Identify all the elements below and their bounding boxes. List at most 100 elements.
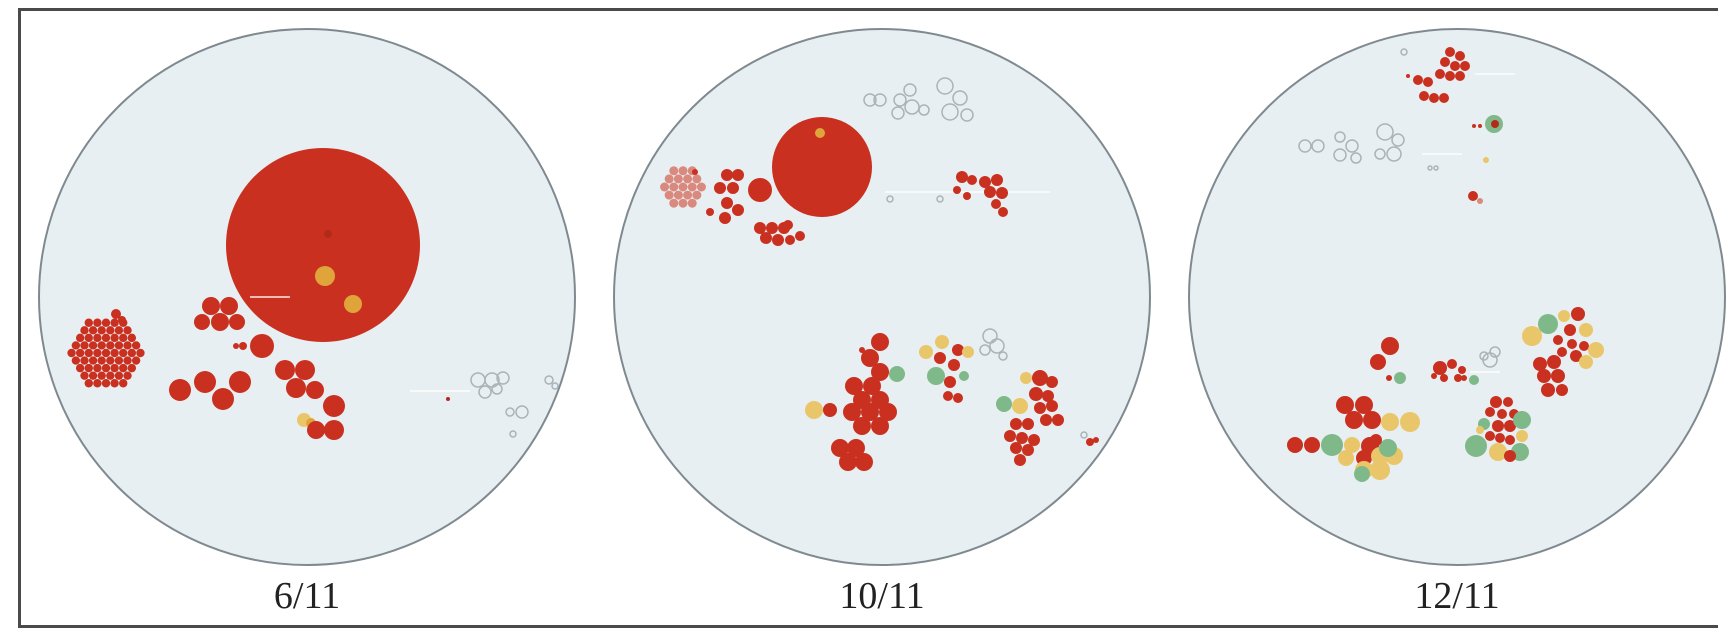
hex-node-bubble (123, 341, 132, 350)
node-bubble (903, 83, 917, 97)
node-bubble (194, 371, 216, 393)
node-bubble (936, 195, 944, 203)
node-bubble (194, 314, 210, 330)
hex-node-bubble (664, 174, 674, 184)
hex-node-bubble (692, 174, 702, 184)
hex-node-bubble (127, 363, 137, 373)
node-bubble (1010, 418, 1022, 430)
node-bubble (1345, 411, 1363, 429)
node-bubble (509, 430, 517, 438)
node-bubble (1350, 152, 1362, 164)
node-bubble (1491, 120, 1499, 128)
node-bubble (815, 128, 825, 138)
node-bubble (286, 378, 306, 398)
node-bubble (783, 220, 793, 230)
bubble-group (660, 77, 1099, 471)
node-bubble (823, 403, 837, 417)
node-bubble (324, 230, 332, 238)
hex-node-bubble (101, 379, 111, 388)
node-bubble (904, 99, 920, 115)
hex-node-bubble (80, 371, 89, 380)
node-bubble (1381, 413, 1399, 431)
node-bubble (948, 359, 960, 371)
node-bubble (1394, 372, 1406, 384)
node-bubble (960, 108, 974, 122)
node-bubble (845, 377, 863, 395)
node-bubble (873, 93, 887, 107)
node-bubble (998, 207, 1008, 217)
node-bubble (1541, 383, 1555, 397)
node-bubble (1012, 398, 1028, 414)
node-bubble (1391, 133, 1405, 147)
node-bubble (855, 453, 873, 471)
node-bubble (1355, 396, 1373, 414)
node-bubble (935, 335, 949, 349)
node-bubble (748, 178, 772, 202)
hex-node-bubble (84, 379, 93, 388)
node-bubble (721, 169, 733, 181)
hex-node-bubble (119, 379, 128, 388)
node-bubble (886, 195, 894, 203)
node-bubble (1311, 139, 1325, 153)
hex-node-bubble (696, 182, 706, 192)
node-bubble (1381, 337, 1399, 355)
hex-node-bubble (114, 326, 124, 335)
node-bubble (1533, 357, 1547, 371)
node-bubble (250, 334, 274, 358)
cluster-disc (613, 28, 1151, 566)
node-bubble (1497, 409, 1507, 419)
node-bubble (1472, 124, 1476, 128)
node-bubble (944, 376, 956, 388)
node-bubble (967, 175, 977, 185)
node-bubble (1455, 51, 1465, 61)
node-bubble (1354, 466, 1370, 482)
hex-node-bubble (80, 326, 89, 335)
node-bubble (496, 371, 510, 385)
node-bubble (1440, 374, 1448, 382)
panel-date-label: 10/11 (839, 575, 924, 617)
hex-node-bubble (93, 363, 102, 373)
node-bubble (1080, 431, 1088, 439)
hex-node-bubble (101, 318, 111, 327)
hex-node-bubble (660, 182, 670, 192)
node-bubble (883, 369, 889, 375)
node-bubble (515, 405, 529, 419)
node-bubble (1522, 326, 1542, 346)
node-bubble (1004, 430, 1016, 442)
node-bubble (863, 377, 881, 395)
node-bubble (239, 342, 247, 350)
hex-node-bubble (93, 333, 102, 343)
node-bubble (936, 77, 954, 95)
node-bubble (859, 347, 865, 353)
node-bubble (871, 417, 889, 435)
node-bubble (795, 231, 805, 241)
hex-node-bubble (106, 371, 115, 380)
node-bubble (211, 313, 229, 331)
node-bubble (295, 360, 315, 380)
node-bubble (918, 104, 930, 116)
node-bubble (1489, 443, 1507, 461)
panel-6-11: 6/11 (38, 28, 576, 617)
node-bubble (861, 349, 879, 367)
node-bubble (843, 403, 861, 421)
hex-node-bubble (88, 356, 98, 365)
node-bubble (1433, 165, 1439, 171)
large-cluster-bubble (226, 148, 420, 342)
node-bubble (1046, 376, 1058, 388)
node-bubble (1547, 355, 1561, 369)
node-bubble (732, 204, 744, 216)
node-bubble (1010, 442, 1022, 454)
hex-node-bubble (678, 182, 688, 192)
node-bubble (941, 103, 959, 121)
node-bubble (853, 417, 871, 435)
hex-node-bubble (110, 348, 119, 358)
node-bubble (1478, 124, 1482, 128)
hex-node-bubble (131, 356, 141, 365)
hex-node-bubble (71, 356, 81, 365)
node-bubble (491, 383, 503, 395)
hex-node-bubble (110, 363, 119, 373)
node-bubble (879, 403, 897, 421)
node-bubble (1304, 437, 1320, 453)
node-bubble (785, 235, 795, 245)
